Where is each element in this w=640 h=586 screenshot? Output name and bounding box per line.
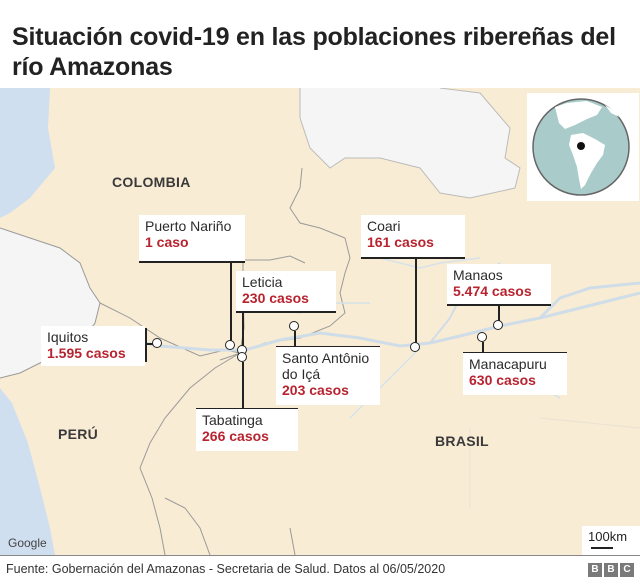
- location-name: Coari: [367, 218, 401, 234]
- leader-line: [463, 352, 567, 354]
- location-cases: 266 casos: [202, 428, 269, 444]
- callout-leticia: Leticia 230 casos: [236, 271, 336, 311]
- locator-globe: [527, 93, 639, 201]
- location-marker-manaos[interactable]: [493, 320, 503, 330]
- location-marker-manacapuru[interactable]: [477, 332, 487, 342]
- leader-line: [230, 261, 232, 341]
- scale-line: [591, 547, 613, 549]
- location-cases: 630 casos: [469, 372, 536, 388]
- callout-iquitos: Iquitos 1.595 casos: [41, 326, 145, 366]
- leader-line: [415, 257, 417, 343]
- location-name: Puerto Nariño: [145, 218, 232, 234]
- map: COLOMBIA PERÚ BRASIL Puerto Nariño 1 cas…: [0, 88, 640, 555]
- globe-icon: [532, 98, 630, 196]
- location-cases: 1.595 casos: [47, 345, 126, 361]
- location-marker-santo-antonio[interactable]: [289, 321, 299, 331]
- leader-line: [361, 257, 465, 259]
- leader-line: [145, 328, 147, 362]
- country-label-brasil: BRASIL: [435, 433, 489, 449]
- location-name: Iquitos: [47, 329, 89, 345]
- page-title: Situación covid-19 en las poblaciones ri…: [12, 23, 616, 81]
- location-marker-iquitos[interactable]: [152, 338, 162, 348]
- callout-coari: Coari 161 casos: [361, 215, 465, 257]
- location-name: Manacapuru: [469, 356, 547, 372]
- callout-tabatinga: Tabatinga 266 casos: [196, 409, 298, 451]
- leader-line: [498, 304, 500, 321]
- location-cases: 203 casos: [282, 382, 349, 398]
- leader-line: [242, 362, 244, 408]
- callout-manacapuru: Manacapuru 630 casos: [463, 353, 567, 395]
- country-label-colombia: COLOMBIA: [112, 174, 191, 190]
- location-marker-tabatinga[interactable]: [237, 352, 247, 362]
- leader-line: [145, 343, 153, 345]
- leader-line: [294, 331, 296, 346]
- leader-line: [139, 261, 245, 263]
- bbc-logo: B B C: [588, 563, 634, 577]
- logo-letter: B: [604, 563, 618, 577]
- location-cases: 230 casos: [242, 290, 309, 306]
- map-base: [0, 88, 640, 555]
- leader-line: [482, 342, 484, 352]
- leader-line: [276, 346, 380, 348]
- leader-line: [236, 311, 336, 313]
- location-name: Santo Antônio do Içá: [282, 350, 370, 382]
- location-cases: 5.474 casos: [453, 283, 532, 299]
- callout-puerto-narino: Puerto Nariño 1 caso: [139, 215, 245, 261]
- callout-manaos: Manaos 5.474 casos: [447, 264, 551, 304]
- map-attribution: Google: [8, 536, 47, 550]
- location-cases: 161 casos: [367, 234, 434, 250]
- location-marker-puerto-narino[interactable]: [225, 340, 235, 350]
- location-name: Tabatinga: [202, 412, 263, 428]
- logo-letter: B: [588, 563, 602, 577]
- footer: Fuente: Gobernación del Amazonas - Secre…: [0, 555, 640, 577]
- location-name: Manaos: [453, 267, 503, 283]
- callout-santo-antonio: Santo Antônio do Içá 203 casos: [276, 347, 380, 405]
- leader-line: [196, 408, 298, 410]
- source-note: Fuente: Gobernación del Amazonas - Secre…: [6, 562, 446, 576]
- scale-label: 100km: [588, 529, 628, 544]
- location-marker-coari[interactable]: [410, 342, 420, 352]
- logo-letter: C: [620, 563, 634, 577]
- country-label-peru: PERÚ: [58, 426, 99, 442]
- location-name: Leticia: [242, 274, 283, 290]
- scale-bar: 100km: [582, 526, 640, 555]
- location-cases: 1 caso: [145, 234, 189, 250]
- leader-line: [242, 311, 244, 347]
